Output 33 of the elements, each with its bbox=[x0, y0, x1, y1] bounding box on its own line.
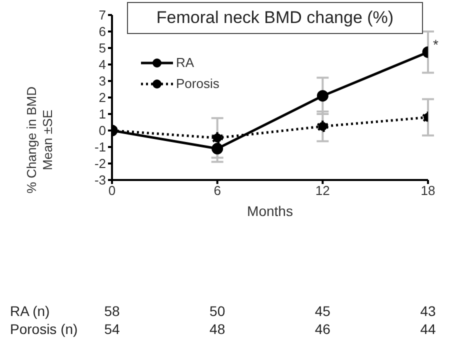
legend-label: RA bbox=[176, 55, 194, 70]
chart-title: Femoral neck BMD change (%) bbox=[156, 8, 394, 28]
x-tick-label: 12 bbox=[315, 183, 330, 198]
point bbox=[212, 142, 224, 154]
y-tick-label: 0 bbox=[98, 123, 106, 138]
y-tick-label: 5 bbox=[98, 40, 106, 56]
y-tick-label: 6 bbox=[98, 24, 106, 40]
x-tick-label: 18 bbox=[420, 183, 436, 198]
y-tick-label: 1 bbox=[98, 106, 106, 122]
y-tick-label: 2 bbox=[98, 90, 106, 106]
x-tick-label: 0 bbox=[108, 183, 116, 198]
y-axis-title: % Change in BMD Mean ±SE bbox=[24, 86, 56, 194]
text: Porosis (n) bbox=[10, 321, 78, 337]
text: 54 bbox=[104, 321, 120, 337]
point bbox=[316, 90, 328, 102]
text: 46 bbox=[314, 321, 330, 337]
y-tick-label: -1 bbox=[94, 140, 106, 155]
y-tick-label: -2 bbox=[94, 156, 106, 172]
text: 48 bbox=[210, 321, 226, 337]
y-tick-label: -3 bbox=[94, 172, 106, 188]
y-tick-label: 7 bbox=[98, 8, 106, 23]
text: 58 bbox=[104, 303, 120, 319]
annotation: * bbox=[433, 36, 439, 53]
text: 44 bbox=[420, 321, 436, 337]
x-tick-label: 6 bbox=[214, 183, 221, 198]
legend-label: Porosis bbox=[176, 76, 220, 91]
y-tick-label: 4 bbox=[98, 57, 106, 72]
text: 45 bbox=[314, 303, 330, 319]
x-axis-title: Months bbox=[247, 203, 293, 219]
text: RA (n) bbox=[10, 303, 50, 319]
y-tick-label: 3 bbox=[98, 74, 106, 89]
text: 50 bbox=[210, 303, 226, 319]
text: 43 bbox=[420, 303, 436, 319]
